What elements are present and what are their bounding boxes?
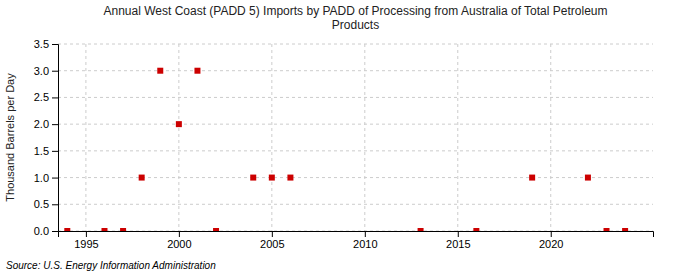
point <box>213 228 219 231</box>
grid-line <box>58 97 653 98</box>
tick: 3.5 <box>34 38 58 50</box>
tick: 2010 <box>353 231 377 250</box>
tick-mark <box>52 44 58 45</box>
grid <box>58 44 653 231</box>
tick-label: 2.5 <box>34 91 49 103</box>
axis-line <box>52 45 59 232</box>
tick-mark <box>52 124 58 125</box>
tick-mark <box>52 71 58 72</box>
tick-mark <box>52 151 58 152</box>
y-axis: 0.0 0.5 1.0 1.5 2.0 2.5 3.0 3.5 <box>34 38 59 237</box>
tick: 2020 <box>539 231 563 250</box>
point <box>101 228 107 231</box>
tick-mark <box>52 204 58 205</box>
tick: 2000 <box>167 231 191 250</box>
tick-label: 2015 <box>446 238 470 250</box>
point <box>194 68 200 74</box>
tick: 2015 <box>446 231 470 250</box>
marks <box>64 68 628 231</box>
tick-label: 2005 <box>260 238 284 250</box>
point <box>176 121 182 127</box>
tick-label: 2010 <box>353 238 377 250</box>
tick-mark <box>551 231 552 237</box>
tick: 1995 <box>74 231 98 250</box>
tick-mark <box>272 231 273 237</box>
point <box>585 175 591 181</box>
title-line: Annual West Coast (PADD 5) Imports by PA… <box>104 4 608 18</box>
grid-line <box>85 44 86 231</box>
tick-mark <box>52 231 58 232</box>
title-line: Products <box>332 18 379 32</box>
tick-mark <box>179 231 180 237</box>
tick: 1.0 <box>34 172 58 184</box>
y-axis-title: Thousand Barrels per Day <box>4 73 16 202</box>
grid-line <box>58 124 653 125</box>
tick-label: 2.0 <box>34 118 49 130</box>
grid-line <box>58 204 653 205</box>
tick: 2.5 <box>34 91 58 103</box>
tick-mark <box>52 178 58 179</box>
plot-area: 1995 2000 2005 2010 2015 2020 0.0 0.5 1.0 1.5 2.0 2… <box>34 38 654 250</box>
point <box>529 175 535 181</box>
tick-label: 2000 <box>167 238 191 250</box>
x-axis: 1995 2000 2005 2010 2015 2020 <box>59 231 654 250</box>
grid-line <box>58 150 653 151</box>
tick-mark <box>86 231 87 237</box>
title: Annual West Coast (PADD 5) Imports by PA… <box>104 4 608 32</box>
tick-label: 1.0 <box>34 172 49 184</box>
point <box>120 228 126 231</box>
point <box>622 228 628 231</box>
point <box>139 175 145 181</box>
grid-line <box>58 177 653 178</box>
tick-label: 1.5 <box>34 145 49 157</box>
grid-line <box>457 44 458 231</box>
tick-mark <box>458 231 459 237</box>
point <box>250 175 256 181</box>
tick-label: 3.0 <box>34 65 49 77</box>
point <box>157 68 163 74</box>
tick-label: 2020 <box>539 238 563 250</box>
grid-line <box>58 70 653 71</box>
grid-line <box>178 44 179 231</box>
tick-label: 3.5 <box>34 38 49 50</box>
point <box>269 175 275 181</box>
annotation: Source: U.S. Energy Information Administ… <box>6 260 216 271</box>
tick: 1.5 <box>34 145 58 157</box>
tick: 3.0 <box>34 65 58 77</box>
tick: 0.5 <box>34 198 58 210</box>
point <box>604 228 610 231</box>
grid-line <box>271 44 272 231</box>
chart: 1995 2000 2005 2010 2015 2020 0.0 0.5 1.0 1.5 2.0 2… <box>0 0 675 275</box>
tick: 2005 <box>260 231 284 250</box>
tick-mark <box>365 231 366 237</box>
tick: 0.0 <box>34 225 58 237</box>
tick-label: 0.0 <box>34 225 49 237</box>
point <box>64 228 70 231</box>
grid-line <box>550 44 551 231</box>
tick-mark <box>52 97 58 98</box>
point <box>473 228 479 231</box>
grid-line <box>364 44 365 231</box>
point <box>418 228 424 231</box>
grid-line <box>58 44 653 45</box>
point <box>287 175 293 181</box>
tick-label: 1995 <box>74 238 98 250</box>
tick: 2.0 <box>34 118 58 130</box>
axis-line <box>59 232 654 238</box>
tick-label: 0.5 <box>34 198 49 210</box>
